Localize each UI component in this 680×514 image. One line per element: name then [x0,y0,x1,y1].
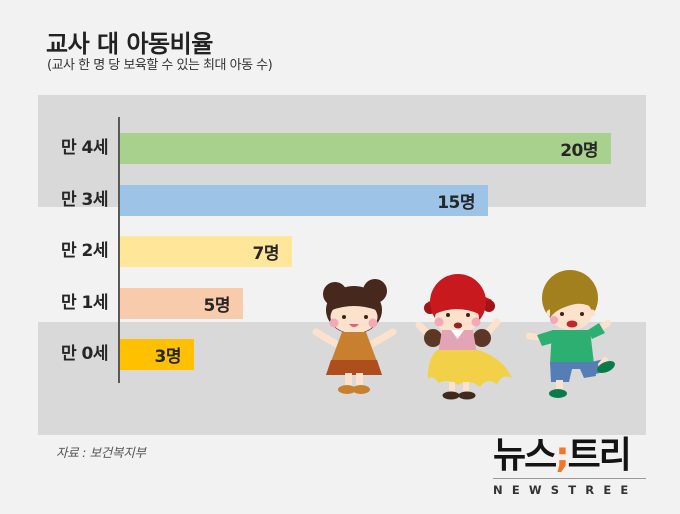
category-label-3: 만 1세 [60,293,109,313]
logo-semicolon: ; [555,435,569,476]
bar-value-label-4: 3명 [154,347,182,367]
y-axis-line [118,117,120,383]
bar-value-label-2: 7명 [252,244,280,264]
source-note: 자료 : 보건복지부 [56,445,146,460]
girl-red-pigtails-figure [415,274,512,400]
bar-3: 5명 [120,288,243,319]
logo-korean-wordmark: 뉴스;트리 [493,437,646,475]
category-label-4: 만 0세 [60,344,109,364]
logo-kr-part1: 뉴스 [493,435,557,476]
bar-value-label-0: 20명 [560,141,598,161]
category-label-0: 만 4세 [60,138,109,158]
newstree-logo: 뉴스;트리 NEWSTREE [493,437,646,497]
bar-0: 20명 [120,133,611,164]
bar-1: 15명 [120,185,488,216]
children-illustration [312,270,615,400]
bar-value-label-3: 5명 [203,296,231,316]
logo-divider-line [493,478,646,479]
category-label-1: 만 3세 [60,190,109,210]
page-subtitle: (교사 한 명 당 보육할 수 있는 최대 아동 수) [47,58,273,73]
logo-kr-part2: 트리 [567,435,632,476]
bar-value-label-1: 15명 [437,193,475,213]
bar-4: 3명 [120,339,194,370]
category-label-2: 만 2세 [60,241,109,261]
bar-2: 7명 [120,236,292,267]
girl-orange-dress-figure [312,279,397,394]
page-title: 교사 대 아동비율 [46,30,213,58]
boy-green-shirt-figure [525,270,615,398]
logo-english-wordmark: NEWSTREE [493,483,638,497]
